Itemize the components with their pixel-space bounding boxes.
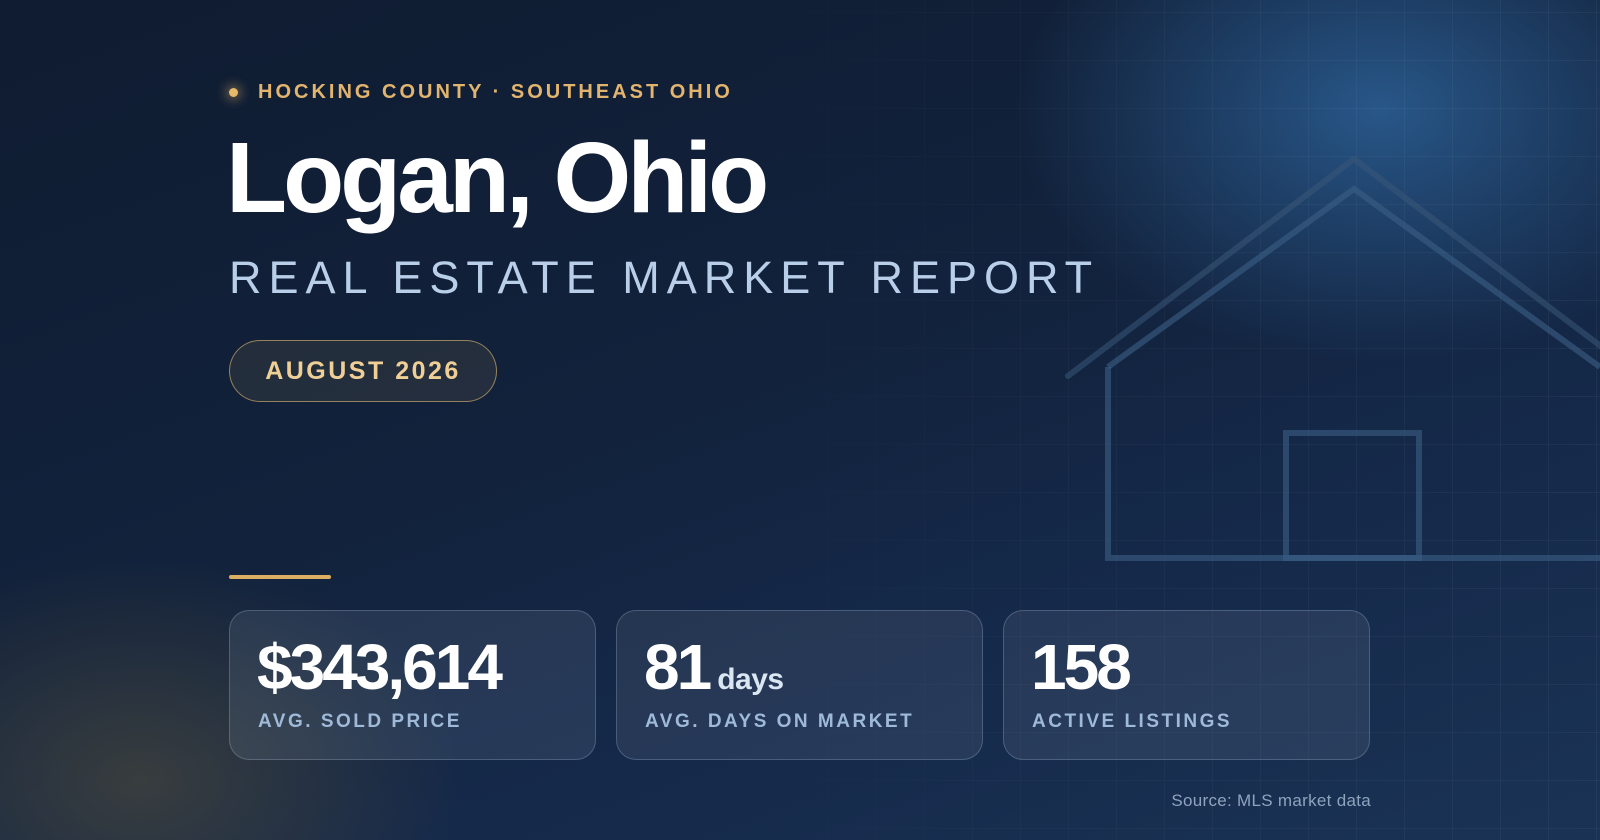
page-title: Logan, Ohio	[226, 122, 769, 234]
stat-card-avg-days-on-market: 81 days AVG. DAYS ON MARKET	[616, 610, 983, 760]
report-period-label: AUGUST 2026	[265, 356, 461, 385]
stat-number: 158	[1031, 631, 1132, 703]
stat-value: 158	[1031, 631, 1132, 703]
stat-card-active-listings: 158 ACTIVE LISTINGS	[1003, 610, 1370, 760]
location-dot-icon	[229, 87, 238, 97]
stat-label: ACTIVE LISTINGS	[1032, 711, 1233, 732]
stat-value: $343,614	[257, 631, 503, 703]
stat-card-avg-sold-price: $343,614 AVG. SOLD PRICE	[229, 610, 596, 760]
house-outline-icon	[1065, 155, 1600, 561]
stat-number: 81	[644, 631, 712, 703]
stat-label: AVG. DAYS ON MARKET	[645, 711, 915, 732]
source-note: Source: MLS market data	[1171, 791, 1371, 810]
report-period-badge: AUGUST 2026	[229, 340, 497, 402]
stat-unit: days	[717, 663, 784, 696]
stat-label: AVG. SOLD PRICE	[258, 711, 462, 732]
stat-number: $343,614	[257, 631, 503, 703]
accent-divider	[229, 575, 331, 579]
stat-value: 81 days	[644, 635, 784, 699]
region-label: HOCKING COUNTY · SOUTHEAST OHIO	[258, 80, 733, 103]
report-subtitle: REAL ESTATE MARKET REPORT	[229, 252, 1100, 303]
region-eyebrow: HOCKING COUNTY · SOUTHEAST OHIO	[229, 80, 733, 104]
